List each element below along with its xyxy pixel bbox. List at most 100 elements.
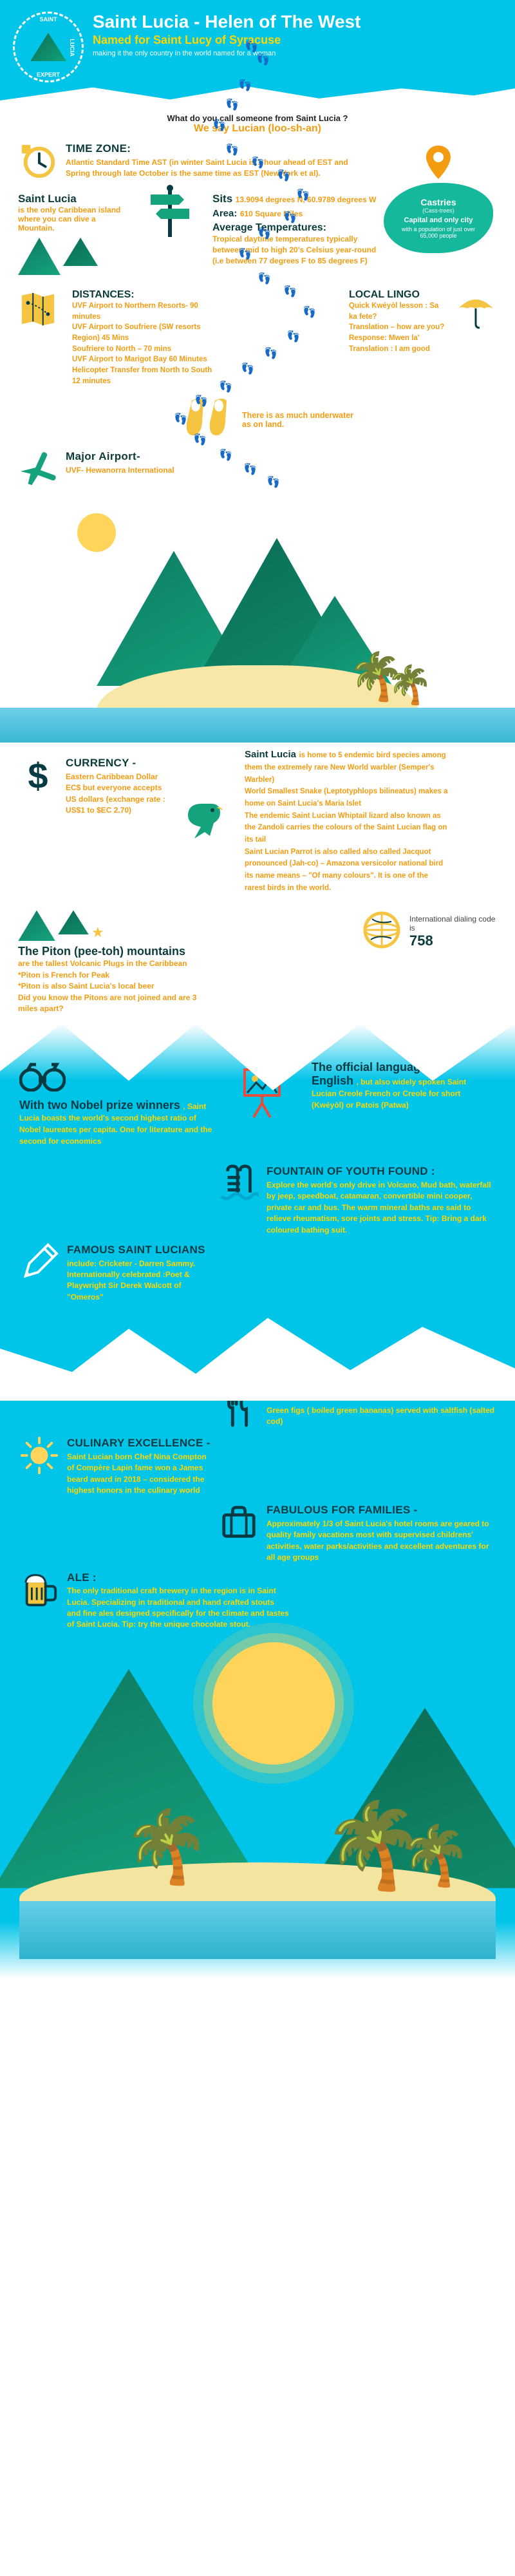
families-body: Approximately 1/3 of Saint Lucia's hotel… — [267, 1519, 489, 1562]
endemic-block: Saint Lucia is home to 5 endemic bird sp… — [245, 749, 451, 893]
famous-title: FAMOUS SAINT LUCIANS — [67, 1242, 212, 1258]
page-tagline: making it the only country in the world … — [93, 50, 360, 57]
families-title: FABULOUS FOR FAMILIES - — [267, 1502, 496, 1519]
map-pin-icon — [384, 146, 493, 185]
sits-block: Sits 13.9094 degrees N, 60.9789 degrees … — [212, 193, 380, 266]
distances-title: DISTANCES: — [72, 289, 214, 301]
beer-icon — [19, 1570, 59, 1610]
parrot-icon — [183, 799, 228, 844]
pen-icon — [19, 1242, 59, 1282]
capital-line1: Capital and only city — [393, 216, 484, 224]
distances-block: DISTANCES: UVF Airport to Northern Resor… — [72, 289, 214, 386]
sits-title: Sits — [212, 193, 232, 205]
mountain-icon — [63, 238, 98, 266]
famous-body: include: Cricketer - Darren Sammy. Inter… — [67, 1259, 195, 1302]
logo-text: LUCIA — [68, 39, 75, 57]
airport-body: UVF- Hewanorra International — [66, 466, 174, 475]
intro-answer: We say Lucian (loo-sh-an) — [18, 123, 497, 135]
mountain-icon — [30, 33, 66, 61]
culinary-body: Saint Lucian born Chef Nina Compton of C… — [67, 1452, 207, 1495]
island-scene: 🌴 🌴 — [0, 511, 515, 743]
nobel-block: With two Nobel prize winners , Saint Luc… — [19, 1061, 212, 1147]
pitons-body: are the tallest Volcanic Plugs in the Ca… — [18, 958, 211, 1014]
header-titles: Saint Lucia - Helen of The West Named fo… — [93, 12, 360, 57]
dish-body: Green figs ( boiled green bananas) serve… — [267, 1406, 494, 1426]
capital-blob: Castries (Cass-trees) Capital and only c… — [384, 183, 493, 253]
pitons-block: ★ The Piton (pee-toh) mountains are the … — [18, 910, 211, 1014]
globe-icon — [362, 910, 402, 953]
dive-block: Saint Lucia is the only Caribbean island… — [18, 193, 127, 275]
dial-block: International dialing code is 758 — [362, 910, 497, 953]
easel-icon — [236, 1061, 288, 1123]
mountain-icon — [18, 910, 55, 941]
mountain-icon — [18, 238, 61, 275]
sun-burst-icon — [19, 1435, 59, 1475]
pool-icon — [219, 1164, 259, 1204]
currency-title: CURRENCY - — [66, 755, 166, 772]
currency-block: $ CURRENCY - Eastern Caribbean Dollar EC… — [18, 755, 166, 816]
timezone-body: Atlantic Standard Time AST (in winter Sa… — [66, 158, 348, 178]
water — [0, 708, 515, 743]
brand-logo: SAINT LUCIA EXPERT — [13, 12, 84, 82]
dive-body: is the only Caribbean island where you c… — [18, 205, 127, 232]
bottom-scene: 🌴 🌴 🌴 — [19, 1624, 496, 1959]
distances-body: UVF Airport to Northern Resorts- 90 minu… — [72, 301, 214, 386]
timezone-title: TIME ZONE: — [66, 141, 353, 157]
sun-icon — [212, 1642, 335, 1765]
dial-label: International dialing code is — [409, 914, 495, 933]
binoculars-icon — [19, 1061, 212, 1095]
capital-name: Castries — [393, 197, 484, 207]
culinary-block: CULINARY EXCELLENCE - Saint Lucian born … — [19, 1435, 212, 1496]
currency-body: Eastern Caribbean Dollar EC$ but everyon… — [66, 772, 165, 815]
mountain-icon — [58, 910, 89, 934]
ale-body: The only traditional craft brewery in th… — [67, 1586, 289, 1629]
temp-body: Tropical daytime temperatures typically … — [212, 234, 380, 266]
famous-block: FAMOUS SAINT LUCIANS include: Cricketer … — [19, 1242, 212, 1303]
sun-icon — [77, 513, 116, 552]
lingo-title: LOCAL LINGO — [349, 289, 448, 301]
fountain-body: Explore the world's only drive in Volcan… — [267, 1180, 491, 1235]
map-icon — [18, 289, 58, 329]
signpost-icon — [147, 193, 193, 232]
area-title: Area: — [212, 208, 237, 219]
endemic-body: is home to 5 endemic bird species among … — [245, 752, 447, 891]
underwater-text: There is as much underwater as on land. — [242, 411, 358, 429]
language-block: The official language is English , but a… — [312, 1061, 473, 1111]
airplane-icon — [18, 449, 58, 489]
palm-icon: 🌴 — [386, 663, 433, 707]
palm-icon: 🌴 — [122, 1805, 211, 1888]
underwater-block: There is as much underwater as on land. — [185, 397, 497, 442]
capital-phonetic: (Cass-trees) — [393, 207, 484, 214]
sea — [19, 1901, 496, 1959]
umbrella-icon — [454, 289, 497, 335]
families-block: FABULOUS FOR FAMILIES - Approximately 1/… — [219, 1502, 496, 1563]
clock-icon — [18, 141, 58, 181]
dive-title: Saint Lucia — [18, 193, 127, 205]
lingo-block: LOCAL LINGO Quick Kwéyòl lesson : Sa ka … — [349, 289, 497, 354]
intro-question: What do you call someone from Saint Luci… — [18, 113, 497, 123]
page-title: Saint Lucia - Helen of The West — [93, 12, 360, 32]
endemic-lead: Saint Lucia — [245, 749, 296, 760]
capital-line2: with a population of just over 65,000 pe… — [393, 226, 484, 239]
logo-text: SAINT — [40, 16, 57, 23]
pitons-title: The Piton (pee-toh) mountains — [18, 945, 211, 958]
dial-code: 758 — [409, 933, 433, 949]
page-subtitle: Named for Saint Lucy of Syracuse — [93, 33, 360, 47]
suitcase-icon — [219, 1502, 259, 1542]
ale-block: ALE : The only traditional craft brewery… — [19, 1570, 290, 1631]
nobel-title: With two Nobel prize winners — [19, 1099, 180, 1112]
airport-block: Major Airport- UVF- Hewanorra Internatio… — [18, 449, 353, 489]
lingo-body: Quick Kwéyòl lesson : Sa ka fete? Transl… — [349, 301, 448, 354]
fountain-title: FOUNTAIN OF YOUTH FOUND : — [267, 1164, 496, 1180]
timezone-block: TIME ZONE: Atlantic Standard Time AST (i… — [18, 141, 353, 181]
culinary-title: CULINARY EXCELLENCE - — [67, 1435, 212, 1452]
teal-band: With two Nobel prize winners , Saint Luc… — [0, 1023, 515, 1978]
airport-title: Major Airport- — [66, 449, 174, 465]
dollar-icon: $ — [18, 755, 58, 795]
capital-card: Castries (Cass-trees) Capital and only c… — [384, 146, 493, 253]
palm-icon: 🌴 — [399, 1822, 471, 1889]
fountain-block: FOUNTAIN OF YOUTH FOUND : Explore the wo… — [219, 1164, 496, 1236]
ale-title: ALE : — [67, 1570, 290, 1586]
logo-text: EXPERT — [37, 71, 60, 78]
mountain-divider — [0, 1311, 515, 1401]
